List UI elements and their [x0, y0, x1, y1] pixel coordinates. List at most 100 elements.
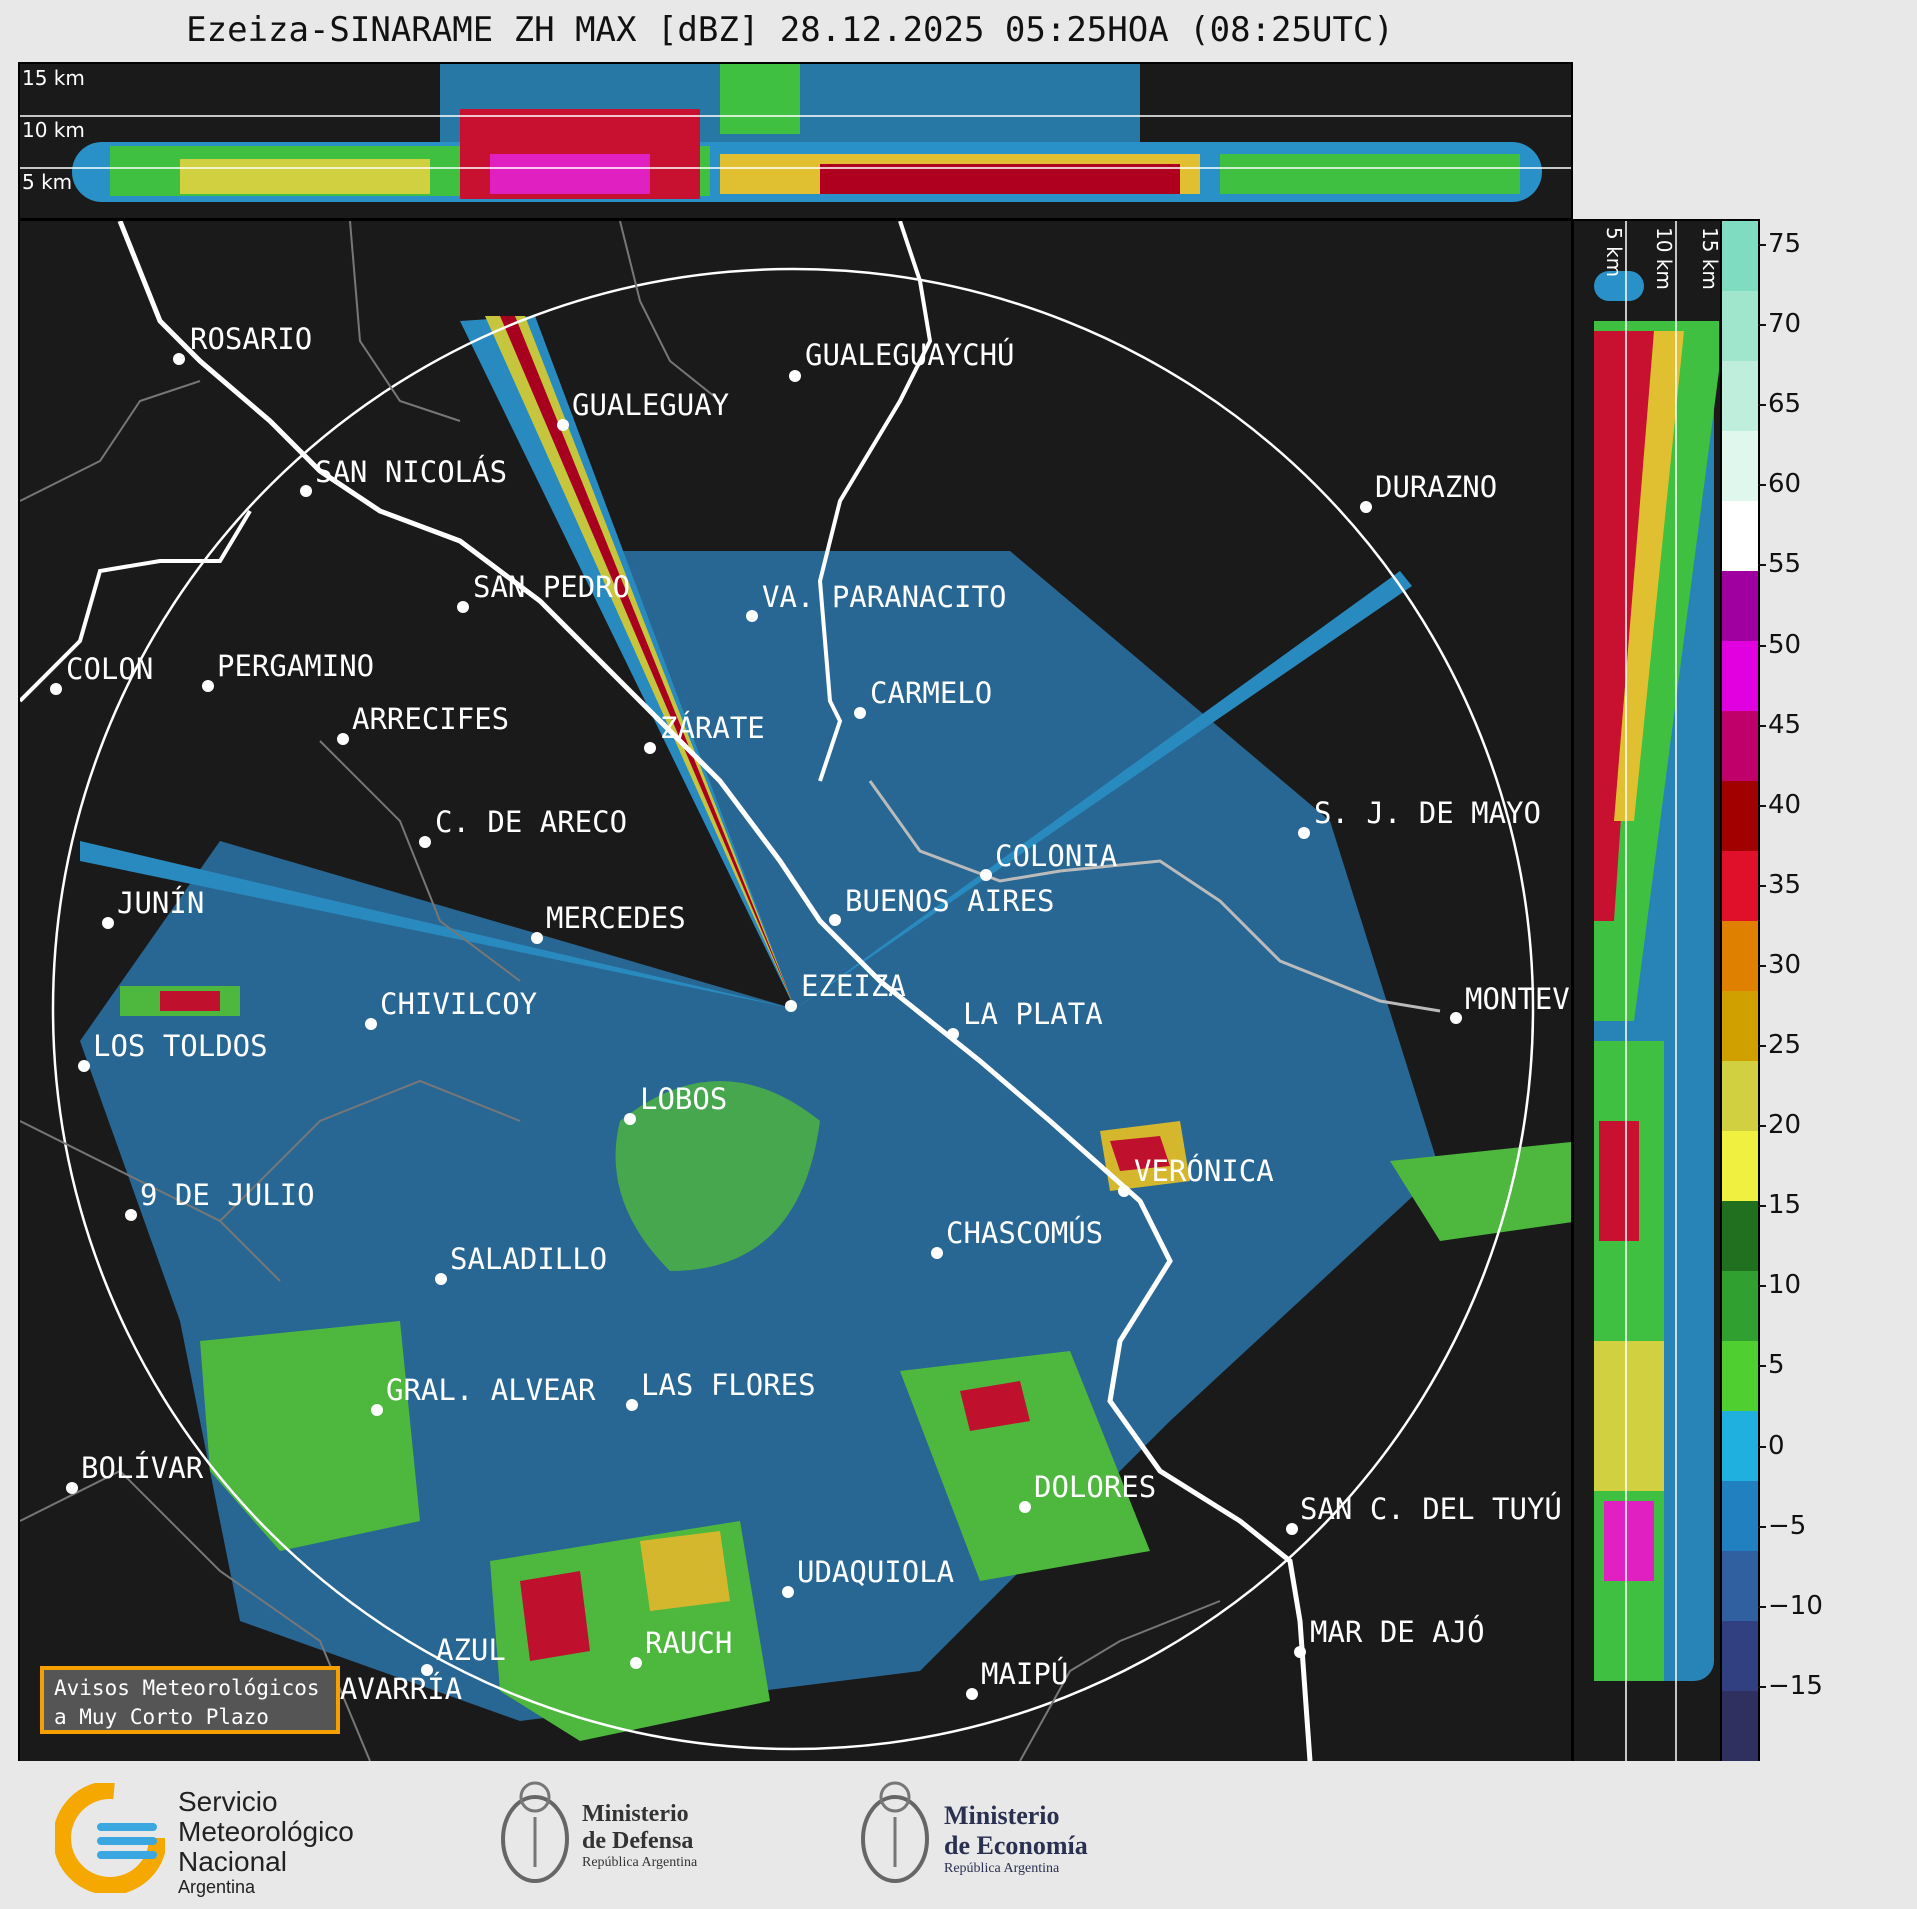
avisos-line1: Avisos Meteorológicos [54, 1676, 320, 1700]
colorbar-tick [1758, 1685, 1766, 1688]
city-dot-azul [421, 1664, 433, 1676]
colorbar-tick [1758, 1205, 1766, 1208]
colorbar-tick [1758, 1445, 1766, 1448]
radar-echoes [80, 316, 1571, 1741]
colorbar-tick-label: 0 [1768, 1430, 1785, 1461]
city-dot-maipu [966, 1688, 978, 1700]
colorbar-tick [1758, 724, 1766, 727]
city-label-montevideo: MONTEV [1465, 982, 1570, 1016]
radar-title: Ezeiza-SINARAME ZH MAX [dBZ] 28.12.2025 … [186, 10, 1394, 50]
smn-logo-icon [55, 1783, 165, 1893]
city-dot-dolores [1019, 1501, 1031, 1513]
city-dot-chivilcoy [365, 1018, 377, 1030]
side-cross-section: 5 km 10 km 15 km [1572, 219, 1722, 1763]
colorbar-tick-label: 70 [1768, 309, 1802, 340]
city-label-bolivar: BOLÍVAR [81, 1451, 204, 1485]
city-dot-sj-de-mayo [1298, 827, 1310, 839]
city-label-9-de-julio: 9 DE JULIO [140, 1178, 315, 1212]
city-dot-san-nicolas [300, 485, 312, 497]
top-cross-section: 15 km 10 km 5 km [18, 62, 1573, 220]
border-line [20, 509, 252, 703]
city-label-gral-alvear: GRAL. ALVEAR [386, 1373, 596, 1407]
city-dot-colon [50, 683, 62, 695]
colorbar-tick [1758, 1365, 1766, 1368]
city-dot-gualeguaychu [789, 370, 801, 382]
city-label-mar-de-ajo: MAR DE AJÓ [1310, 1615, 1485, 1649]
city-label-chivilcoy: CHIVILCOY [380, 987, 538, 1021]
colorbar-tick-label: 5 [1768, 1350, 1785, 1381]
city-label-san-pedro: SAN PEDRO [473, 570, 631, 604]
colorbar-tick [1758, 1125, 1766, 1128]
economia-line1: Ministerio [944, 1801, 1060, 1830]
city-dot-rosario [173, 353, 185, 365]
city-dot-ezeiza [785, 1000, 797, 1012]
city-label-colon: COLON [66, 652, 154, 686]
economia-line2: de Economía [944, 1831, 1088, 1860]
colorbar-tick [1758, 884, 1766, 887]
defensa-line3: República Argentina [582, 1855, 698, 1870]
city-label-durazno: DURAZNO [1375, 470, 1498, 504]
city-dot-la-plata [947, 1028, 959, 1040]
colorbar-tick-label: 30 [1768, 949, 1802, 980]
city-dot-chascomus [931, 1247, 943, 1259]
side-alt-10km: 10 km [1652, 227, 1676, 290]
city-dot-udaquiola [782, 1586, 794, 1598]
city-dot-san-c-del-tuyu [1286, 1523, 1298, 1535]
city-label-dolores: DOLORES [1034, 1470, 1157, 1504]
city-dot-bolivar [66, 1482, 78, 1494]
range-ring [51, 267, 1535, 1751]
city-label-arrecifes: ARRECIFES [352, 702, 510, 736]
footer: Servicio Meteorológico Nacional Argentin… [0, 1761, 1917, 1909]
city-dot-pergamino [202, 680, 214, 692]
colorbar-tick-label: −10 [1768, 1590, 1823, 1621]
colorbar-tick [1758, 484, 1766, 487]
colorbar-tick-label: 25 [1768, 1030, 1802, 1060]
top-echo-profile [20, 64, 1571, 218]
city-label-veronica: VERÓNICA [1134, 1154, 1274, 1188]
uruguay-river [817, 221, 933, 782]
colorbar-tick-label: 10 [1768, 1270, 1802, 1301]
colorbar-tick [1758, 964, 1766, 967]
colorbar-tick-label: −5 [1768, 1510, 1807, 1541]
colorbar-tick-label: 45 [1768, 709, 1802, 740]
city-label-la-plata: LA PLATA [963, 997, 1103, 1031]
city-dot-rauch [630, 1657, 642, 1669]
economia-shield-icon [861, 1781, 929, 1883]
side-echo-profile [1574, 221, 1720, 1761]
city-dot-los-toldos [78, 1060, 90, 1072]
city-label-carmelo: CARMELO [870, 676, 993, 710]
smn-line1: Servicio [178, 1786, 278, 1817]
city-dot-saladillo [435, 1273, 447, 1285]
smn-line3: Nacional [178, 1846, 287, 1877]
city-dot-junin [102, 917, 114, 929]
avisos-link[interactable]: Avisos Meteorológicos a Muy Corto Plazo [40, 1666, 340, 1734]
city-label-ezeiza: EZEIZA [801, 969, 906, 1003]
city-label-chascomus: CHASCOMÚS [946, 1216, 1104, 1250]
city-dot-arrecifes [337, 733, 349, 745]
alt-label-10km: 10 km [22, 118, 85, 142]
alt-label-5km: 5 km [22, 170, 73, 194]
city-dot-lobos [624, 1113, 636, 1125]
side-alt-5km: 5 km [1602, 227, 1626, 278]
economia-line3: República Argentina [944, 1861, 1060, 1876]
coastline-river [117, 221, 1313, 1761]
colorbar-tick-label: 50 [1768, 629, 1802, 660]
city-dot-buenos-aires [829, 914, 841, 926]
city-dot-gral-alvear [371, 1404, 383, 1416]
city-dot-san-pedro [457, 601, 469, 613]
city-label-colonia: COLONIA [995, 839, 1118, 873]
smn-line2: Meteorológico [178, 1816, 354, 1847]
city-label-sj-de-mayo: S. J. DE MAYO [1314, 796, 1541, 830]
city-label-los-toldos: LOS TOLDOS [93, 1029, 268, 1063]
radar-map-graphic [20, 221, 1571, 1761]
colorbar-tick-label: 75 [1768, 229, 1802, 259]
colorbar-tick-label: 60 [1768, 469, 1802, 500]
avisos-line2: a Muy Corto Plazo [54, 1705, 269, 1729]
defensa-shield-icon [501, 1781, 569, 1883]
defensa-line2: de Defensa [582, 1828, 694, 1854]
colorbar-tick [1758, 644, 1766, 647]
city-label-maipu: MAIPÚ [981, 1657, 1069, 1691]
city-dot-mercedes [531, 932, 543, 944]
colorbar-tick [1758, 1525, 1766, 1528]
defensa-logo-text: Ministerio de Defensa República Argentin… [582, 1801, 697, 1871]
